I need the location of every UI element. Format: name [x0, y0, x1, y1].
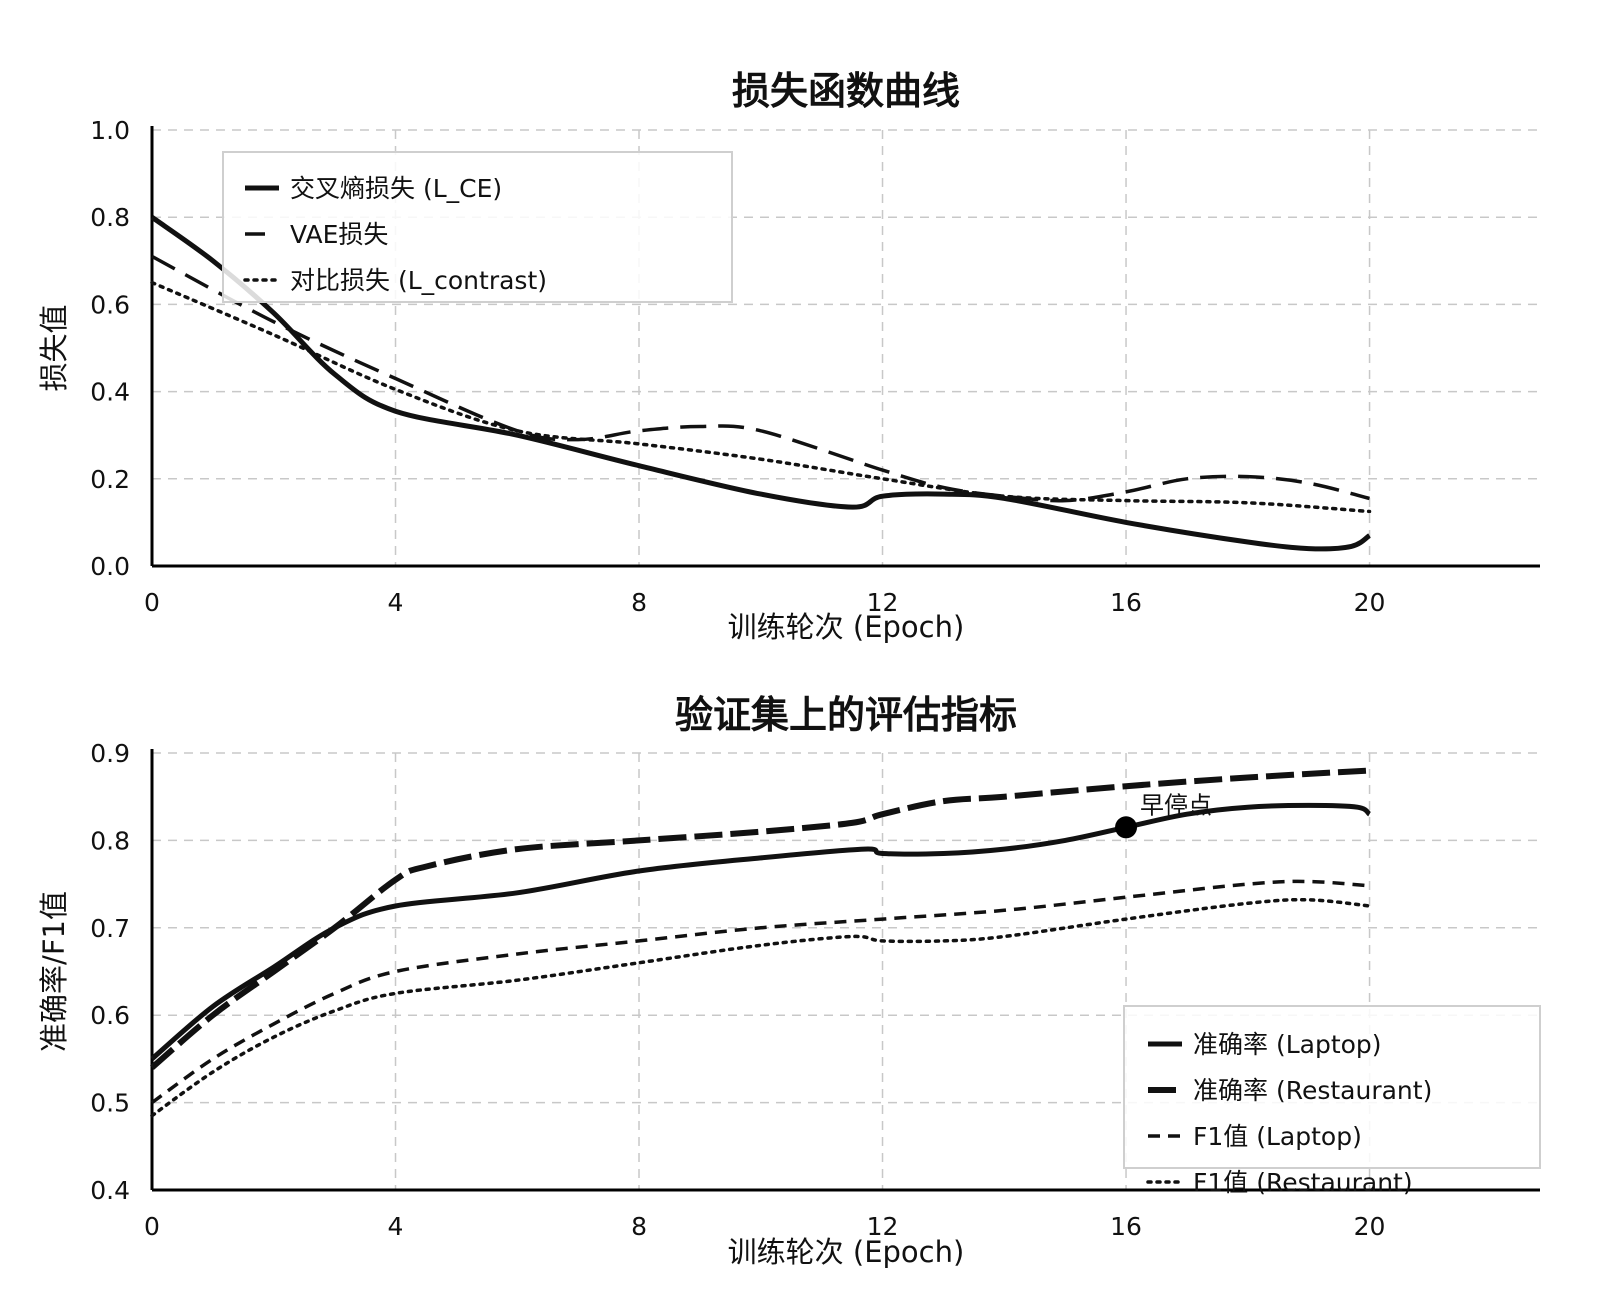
loss-y-tick-label: 0.2 — [90, 465, 130, 494]
loss-y-tick-label: 0.8 — [90, 203, 130, 232]
metrics-x-tick-label: 0 — [144, 1212, 160, 1241]
loss-chart-title: 损失函数曲线 — [732, 69, 960, 113]
metrics-x-tick-label: 8 — [631, 1212, 647, 1241]
metrics-y-axis-label: 准确率/F1值 — [37, 891, 71, 1052]
metrics-x-tick-label: 16 — [1110, 1212, 1142, 1241]
loss-y-tick-label: 1.0 — [90, 116, 130, 145]
loss-x-tick-label: 0 — [144, 588, 160, 617]
loss-y-axis-label: 损失值 — [37, 304, 71, 391]
loss-x-tick-label: 4 — [388, 588, 404, 617]
metrics-legend-label-0: 准确率 (Laptop) — [1193, 1030, 1382, 1059]
loss-x-tick-label: 16 — [1110, 588, 1142, 617]
loss-y-tick-label: 0.0 — [90, 552, 130, 581]
loss-legend-label-2: 对比损失 (L_contrast) — [290, 266, 547, 295]
metrics-legend-box — [1123, 1005, 1541, 1169]
metrics-legend: 准确率 (Laptop) 准确率 (Restaurant) F1值 (Laptop)… — [1123, 1005, 1541, 1197]
loss-series-line-1 — [151, 254, 1370, 503]
loss-legend-label-0: 交叉熵损失 (L_CE) — [290, 174, 502, 203]
metrics-y-tick-label: 0.7 — [90, 914, 130, 943]
metrics-series-group — [150, 767, 1372, 1118]
metrics-legend-label-2: F1值 (Laptop) — [1193, 1122, 1362, 1151]
metrics-legend-label-1: 准确率 (Restaurant) — [1193, 1076, 1432, 1105]
loss-series-group — [150, 215, 1372, 552]
loss-legend-label-1: VAE损失 — [290, 220, 388, 249]
metrics-y-tick-label: 0.4 — [90, 1176, 130, 1205]
loss-x-tick-label: 8 — [631, 588, 647, 617]
metrics-chart: 0 4 8 12 16 20 0.4 0.5 0.6 0.7 0.8 0.9 验证集上的评估指标训练轮次… — [37, 693, 1541, 1269]
metrics-series-line-2 — [150, 879, 1370, 1105]
metrics-x-tick-label: 20 — [1354, 1212, 1386, 1241]
metrics-x-tick-label: 4 — [388, 1212, 404, 1241]
metrics-x-axis-label: 训练轮次 (Epoch) — [728, 1235, 965, 1269]
loss-y-tick-label: 0.6 — [90, 290, 130, 319]
loss-x-tick-label: 20 — [1354, 588, 1386, 617]
metrics-chart-title: 验证集上的评估指标 — [675, 693, 1017, 737]
loss-series-line-0 — [150, 215, 1371, 552]
metrics-x-tick-label: 12 — [867, 1212, 899, 1241]
loss-x-axis-label: 训练轮次 (Epoch) — [728, 610, 965, 644]
loss-series-line-2 — [150, 280, 1372, 514]
metrics-y-tick-label: 0.5 — [90, 1089, 130, 1118]
loss-legend-box — [222, 151, 733, 303]
metrics-series-line-3 — [150, 897, 1372, 1118]
loss-x-tick-label: 12 — [867, 588, 899, 617]
metrics-y-tick-label: 0.9 — [90, 739, 130, 768]
metrics-annotation-label: 早停点 — [1140, 791, 1212, 819]
metrics-series-line-1 — [150, 767, 1370, 1070]
metrics-y-tick-label: 0.8 — [90, 826, 130, 855]
metrics-legend-label-3: F1值 (Restaurant) — [1193, 1168, 1413, 1197]
metrics-early-stop-marker — [1115, 816, 1138, 839]
loss-grid — [152, 129, 1540, 566]
loss-y-tick-label: 0.4 — [90, 378, 130, 407]
metrics-y-tick-label: 0.6 — [90, 1001, 130, 1030]
